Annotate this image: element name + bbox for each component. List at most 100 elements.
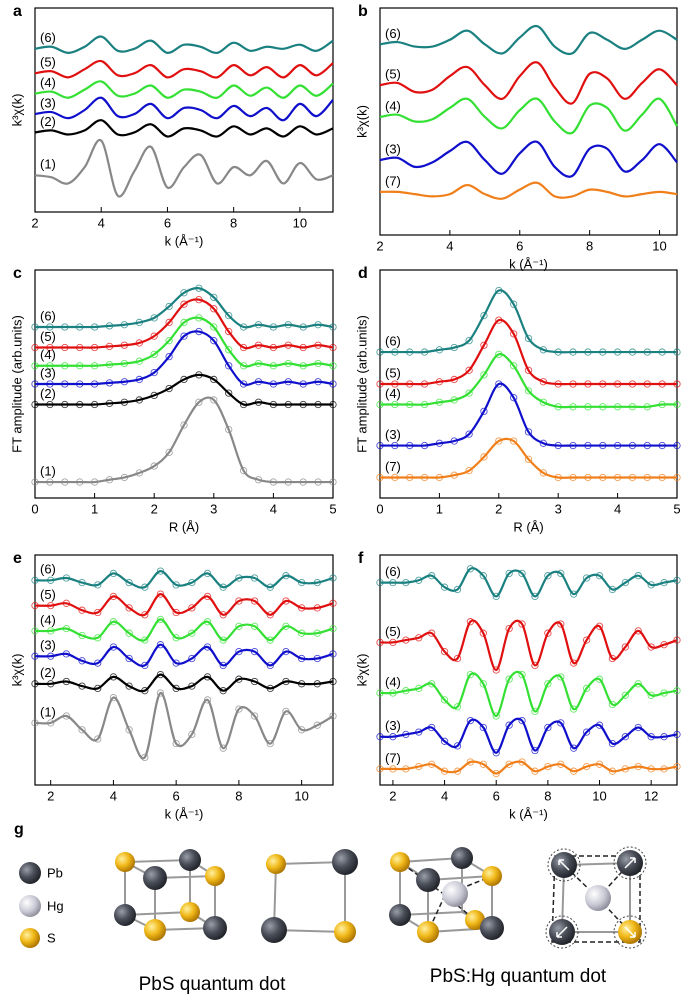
series-label: (4)	[40, 75, 56, 90]
data-point	[165, 302, 173, 311]
x-tick-label: 2	[47, 788, 54, 803]
data-point	[582, 574, 591, 582]
x-tick-label: 10	[592, 788, 606, 803]
series-line	[379, 437, 677, 479]
data-point	[518, 716, 526, 725]
data-point	[480, 371, 488, 379]
displacement-circles	[545, 846, 647, 949]
data-point	[479, 629, 487, 637]
series-line	[34, 59, 334, 79]
data-point	[453, 703, 462, 711]
data-point	[453, 585, 462, 594]
x-tick-label: 0	[376, 501, 383, 516]
data-point	[492, 592, 500, 601]
series-line	[35, 286, 334, 329]
data-point	[440, 737, 449, 745]
panel-label: a	[13, 3, 22, 20]
data-point	[125, 682, 133, 690]
data-point	[165, 352, 173, 361]
data-point	[479, 572, 487, 580]
data-point	[165, 448, 173, 457]
data-point	[524, 366, 533, 374]
data-point	[210, 396, 218, 404]
legend-label: Hg	[47, 898, 64, 913]
data-point	[480, 407, 488, 416]
series-line	[34, 330, 334, 386]
data-point	[94, 735, 102, 743]
series-label: (7)	[385, 459, 401, 474]
panel-label: g	[14, 821, 24, 838]
series-line	[34, 593, 334, 617]
data-point	[518, 620, 526, 628]
plot-frame	[34, 554, 334, 786]
series-label: (6)	[40, 308, 56, 323]
series-line	[34, 96, 334, 122]
data-point	[557, 673, 565, 681]
x-tick-label: 6	[493, 788, 500, 803]
data-point	[510, 300, 518, 308]
series-line	[34, 691, 334, 760]
x-tick-label: 8	[544, 788, 551, 803]
data-point	[210, 305, 218, 313]
data-point	[557, 569, 565, 578]
data-point	[505, 569, 513, 578]
data-point	[582, 728, 591, 736]
series-label: (3)	[385, 718, 401, 733]
y-axis-label: k³χ(k)	[354, 105, 369, 138]
data-point	[673, 636, 681, 644]
data-point	[634, 627, 642, 635]
data-point	[180, 332, 188, 340]
x-tick-label: 6	[516, 238, 523, 253]
series-line	[34, 119, 334, 138]
series-label: (3)	[40, 365, 56, 380]
data-point	[165, 318, 173, 327]
series-label: (5)	[40, 55, 56, 70]
arrows	[556, 857, 636, 938]
data-point	[225, 311, 233, 320]
data-point	[480, 311, 488, 320]
x-tick-label: 8	[230, 215, 237, 230]
x-tick-label: 2	[389, 788, 396, 803]
series-line	[379, 619, 678, 672]
panel-label: c	[13, 265, 22, 282]
caption: PbS:Hg quantum dot	[430, 966, 607, 987]
x-tick-label: 10	[293, 215, 307, 230]
data-point	[180, 421, 188, 429]
series-label: (6)	[385, 564, 401, 579]
data-point	[266, 636, 274, 644]
data-point	[125, 726, 133, 734]
x-axis-label: k (Å⁻¹)	[165, 233, 204, 248]
series-label: (6)	[40, 30, 56, 45]
plot-frame	[379, 7, 678, 236]
data-point	[235, 705, 243, 713]
data-point	[492, 666, 500, 674]
x-tick-label: 10	[294, 788, 308, 803]
data-point	[125, 629, 133, 637]
data-point	[150, 391, 158, 400]
data-point	[135, 469, 143, 477]
data-point	[479, 680, 487, 688]
panel-label: f	[358, 550, 364, 567]
data-point	[239, 466, 248, 475]
data-point	[440, 647, 449, 656]
data-point	[156, 615, 165, 624]
series-label: (5)	[385, 624, 401, 639]
pb-atom-key	[19, 862, 41, 884]
x-tick-label: 10	[652, 238, 666, 253]
series-line	[34, 673, 334, 693]
y-axis-label: k³χ(k)	[9, 94, 24, 127]
data-point	[150, 350, 158, 359]
series-label: (4)	[385, 674, 401, 689]
chart-panel: 2 4 6 8 10 k (Å⁻¹) k³χ(k) a (6) (5) (4) (3) (2) (1)	[9, 3, 334, 248]
data-point	[531, 707, 539, 716]
data-point	[621, 643, 629, 651]
series-label: (4)	[40, 612, 56, 627]
data-point	[634, 680, 642, 688]
series-line	[34, 643, 334, 667]
series-line	[380, 353, 678, 409]
panel-label: e	[13, 550, 22, 567]
data-point	[544, 680, 552, 688]
data-point	[544, 629, 552, 637]
series-line	[380, 289, 677, 354]
y-axis-label: k³χ(k)	[354, 654, 369, 687]
